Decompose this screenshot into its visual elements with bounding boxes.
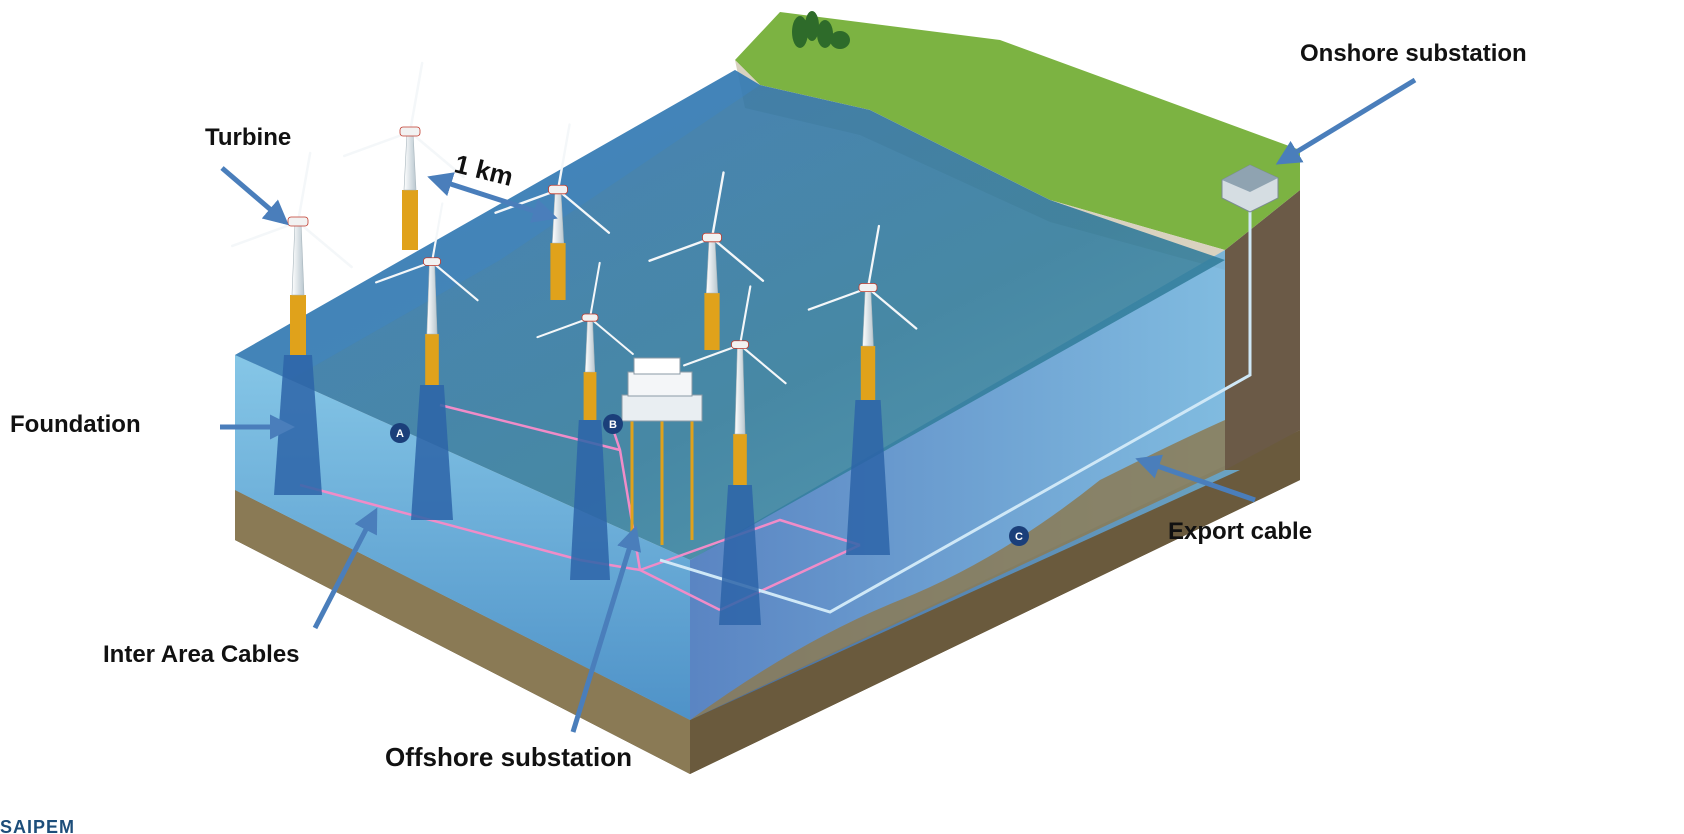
export-cable-arrow bbox=[1135, 454, 1256, 503]
turbine-blade bbox=[738, 343, 787, 385]
turbine-blade bbox=[556, 188, 611, 234]
turbine-blade bbox=[296, 220, 353, 269]
label-inter-area-cables: Inter Area Cables bbox=[103, 641, 300, 668]
transition-piece bbox=[550, 243, 566, 300]
marker-a: A bbox=[390, 423, 410, 443]
wind-turbine bbox=[648, 171, 765, 350]
trees bbox=[792, 11, 850, 49]
turbine-blade bbox=[683, 343, 742, 367]
label-turbine: Turbine bbox=[205, 124, 292, 151]
offshore-substation-arrow bbox=[570, 525, 642, 733]
marker-b: B bbox=[603, 414, 623, 434]
turbine-blade bbox=[710, 236, 765, 282]
distance-arrow bbox=[427, 172, 558, 223]
turbine-foundation bbox=[274, 355, 322, 495]
svg-text:A: A bbox=[396, 428, 404, 440]
label-foundation: Foundation bbox=[10, 411, 141, 438]
turbine-blade bbox=[342, 130, 412, 158]
turbine-blade bbox=[408, 130, 465, 179]
turbines bbox=[230, 61, 918, 625]
wind-turbine bbox=[536, 261, 634, 580]
turbine-blade bbox=[296, 151, 312, 224]
turbine-foundation bbox=[719, 485, 761, 625]
wind-turbine bbox=[807, 224, 918, 555]
transition-piece bbox=[425, 334, 439, 385]
turbine-nacelle bbox=[423, 257, 441, 266]
turbine-nacelle bbox=[858, 283, 878, 293]
transition-piece bbox=[733, 434, 747, 485]
label-offshore-substation: Offshore substation bbox=[385, 742, 633, 772]
svg-text:B: B bbox=[609, 419, 617, 431]
turbine-blade bbox=[648, 236, 714, 262]
turbine-blade bbox=[430, 260, 479, 302]
wind-turbine bbox=[342, 61, 465, 250]
turbine-blade bbox=[375, 260, 434, 284]
turbine-nacelle bbox=[287, 216, 309, 227]
turbine-blade bbox=[710, 171, 725, 240]
transition-piece bbox=[583, 372, 597, 420]
turbine-tower bbox=[291, 221, 305, 296]
transition-piece bbox=[402, 190, 418, 250]
turbine-blade bbox=[866, 286, 918, 330]
wind-turbine bbox=[375, 202, 479, 520]
turbine-nacelle bbox=[581, 313, 599, 322]
turbine-blade bbox=[536, 317, 591, 339]
svg-text:C: C bbox=[1015, 531, 1023, 543]
turbine-blade bbox=[556, 123, 571, 192]
transition-piece bbox=[704, 293, 720, 350]
wind-turbine bbox=[683, 285, 787, 625]
turbine-blade bbox=[589, 261, 601, 319]
inter-area-cables-arrow bbox=[312, 507, 378, 630]
offshore-substation-platform bbox=[621, 357, 703, 545]
turbine-blade bbox=[589, 317, 634, 355]
transition-piece bbox=[860, 346, 876, 400]
onshore-substation-arrow bbox=[1275, 77, 1417, 165]
turbine-blade bbox=[866, 224, 881, 290]
sea-body bbox=[235, 250, 1240, 720]
turbine-nacelle bbox=[399, 126, 421, 137]
turbine-foundation bbox=[846, 400, 890, 555]
turbine-nacelle bbox=[548, 184, 568, 195]
wind-turbine bbox=[230, 151, 353, 495]
turbine-blade bbox=[230, 220, 300, 248]
transition-piece bbox=[290, 295, 306, 355]
sea-surface bbox=[235, 70, 1225, 560]
turbine-blade bbox=[408, 61, 424, 134]
turbine-foundation bbox=[411, 385, 453, 520]
label-onshore-substation: Onshore substation bbox=[1300, 40, 1527, 67]
turbine-nacelle bbox=[731, 340, 749, 349]
turbine-foundation bbox=[570, 420, 610, 580]
marker-c: C bbox=[1009, 526, 1029, 546]
turbine-blade bbox=[738, 285, 752, 347]
turbine-blade bbox=[807, 286, 870, 311]
label-export-cable: Export cable bbox=[1168, 518, 1313, 545]
company-logo: SAIPEM bbox=[0, 818, 76, 834]
callout-arrows bbox=[220, 77, 1417, 733]
turbine-tower bbox=[403, 131, 417, 191]
onshore-substation-building bbox=[1221, 164, 1279, 213]
turbine-nacelle bbox=[702, 232, 722, 243]
turbine-arrow bbox=[220, 166, 289, 226]
